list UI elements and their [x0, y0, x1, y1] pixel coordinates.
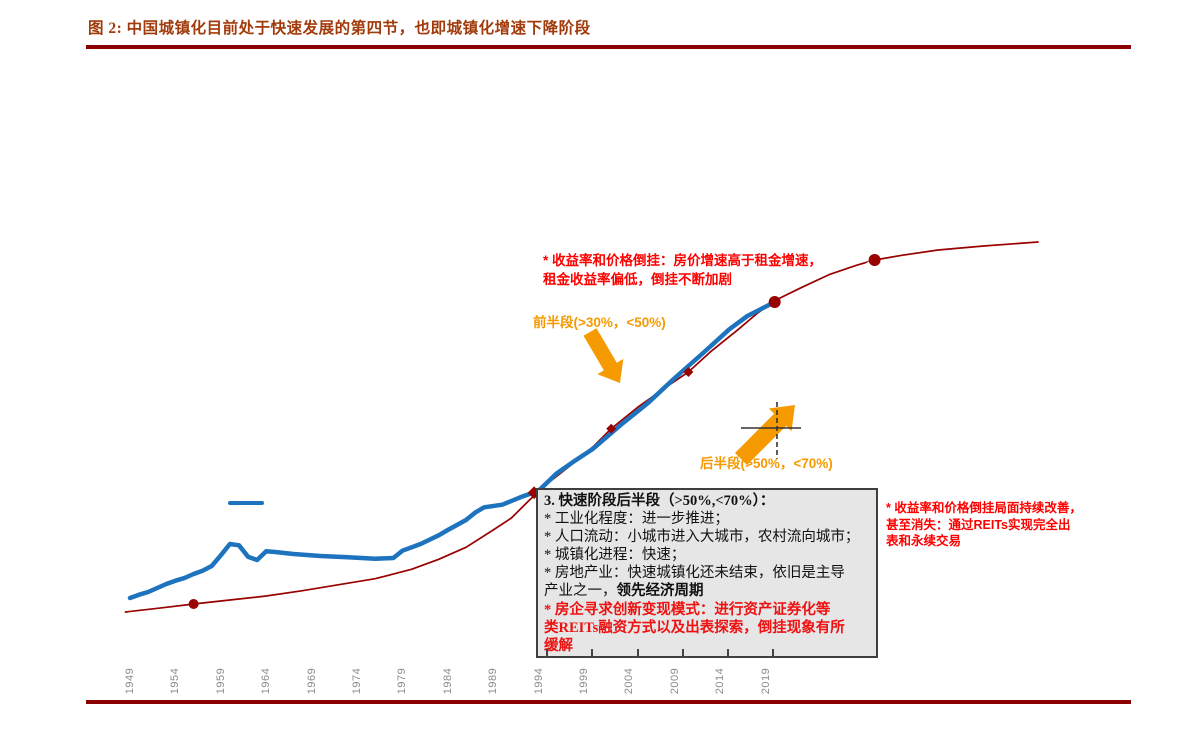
marker-diamond: [683, 367, 694, 377]
info-box-line: * 房地产业：快速城镇化还未结束，依旧是主导: [544, 565, 845, 582]
block-arrow-up-right: [735, 405, 795, 465]
x-axis-label: 2014: [714, 667, 727, 695]
info-box-line: * 工业化程度：进一步推进；: [544, 511, 729, 528]
white-dash-highlight: [839, 259, 877, 284]
figure-title: 图 2: 中国城镇化目前处于快速发展的第四节，也即城镇化增速下降阶段: [88, 20, 591, 37]
info-box-text: 产业之一，: [544, 583, 617, 600]
info-box-line-red: 缓解: [544, 637, 573, 654]
x-axis-label: 1999: [578, 667, 590, 695]
info-box-line-red: * 房企寻求创新变现模式：进行资产证券化等: [544, 601, 831, 618]
x-axis-label: 1959: [214, 667, 227, 695]
series-urbanization-rate-actual: [127, 299, 777, 601]
block-arrow-down: [583, 328, 624, 383]
marker-dot: [868, 254, 881, 266]
x-axis-label: 1984: [441, 667, 454, 695]
x-axis-label: 2009: [668, 667, 681, 695]
annotation-line: * 收益率和价格倒挂：房价增速高于租金增速，: [543, 253, 823, 268]
x-axis-label: 1979: [396, 667, 409, 695]
x-axis-label: 2019: [759, 667, 772, 695]
info-box-line: 产业之一，领先经济周期: [544, 582, 870, 600]
label-second-half-stage: 后半段(>50%，<70%): [700, 456, 833, 471]
info-box-text-bold: 领先经济周期: [616, 583, 704, 600]
marker-dot: [188, 599, 199, 609]
annotation-line: * 收益率和价格倒挂局面持续改善，: [886, 501, 1082, 515]
info-box-line: * 城镇化进程：快速；: [544, 547, 686, 564]
x-axis-label: 1954: [169, 667, 182, 695]
x-axis-label: 2004: [623, 667, 636, 695]
annotation-line: 甚至消失：通过REITs实现完全出: [886, 517, 1071, 532]
info-box-line: 3. 快速阶段后半段（>50%,<70%）：: [544, 493, 775, 509]
title-rule: [86, 45, 1131, 49]
x-axis-label: 1949: [124, 667, 136, 695]
info-box-line: * 人口流动：小城市进入大城市，农村流向城市；: [544, 529, 860, 546]
bottom-rule: [86, 700, 1131, 704]
x-axis-label: 1964: [260, 667, 273, 695]
label-first-half-stage: 前半段(>30%，<50%): [533, 315, 666, 330]
info-box-line-red: 类REITs融资方式以及出表探索，倒挂现象有所: [544, 619, 845, 636]
annotation-line: 租金收益率偏低，倒挂不断加剧: [543, 272, 732, 287]
stage-info-box: 3. 快速阶段后半段（>50%,<70%）： * 工业化程度：进一步推进； * …: [536, 488, 878, 658]
marker-dot: [768, 296, 781, 308]
marker-diamond: [606, 423, 617, 434]
annotation-line: 表和永续交易: [886, 534, 962, 548]
x-axis-label: 1989: [487, 667, 500, 695]
annotation-yield-price-inversion: * 收益率和价格倒挂：房价增速高于租金增速， 租金收益率偏低，倒挂不断加剧: [543, 251, 822, 289]
x-axis-label: 1969: [305, 667, 318, 695]
annotation-reits-improvement: * 收益率和价格倒挂局面持续改善， 甚至消失：通过REITs实现完全出 表和永续…: [886, 500, 1082, 550]
x-axis-label: 1974: [351, 667, 363, 695]
x-axis-label: 1994: [532, 667, 545, 695]
